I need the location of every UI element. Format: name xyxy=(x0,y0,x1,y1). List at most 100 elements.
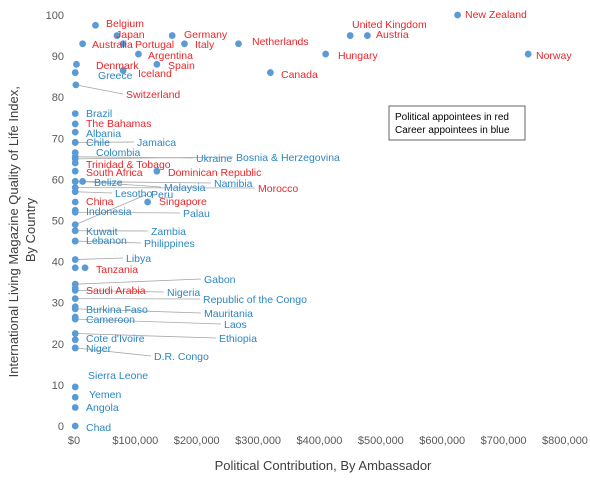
point-label-singapore: Singapore xyxy=(159,196,207,208)
point-label-laos: Laos xyxy=(224,319,247,331)
point-label-new-zealand: New Zealand xyxy=(465,9,527,21)
data-point-hungary xyxy=(322,50,330,58)
y-tick-label: 0 xyxy=(58,421,64,433)
point-label-libya: Libya xyxy=(126,253,151,265)
point-label-ethiopia: Ethiopia xyxy=(219,333,257,345)
data-point-d-r-congo xyxy=(71,344,79,352)
x-tick-label: $200,000 xyxy=(174,435,220,447)
y-tick-label: 70 xyxy=(52,133,64,145)
leader-line-philippines xyxy=(75,240,142,244)
data-point-ethiopia xyxy=(71,330,79,337)
y-axis-label-line-2: By Country xyxy=(23,197,38,262)
y-tick-label: 90 xyxy=(52,51,64,63)
x-axis-ticks: $0 $100,000 $200,000 $300,000 $400,000 $500,0… xyxy=(68,435,588,447)
x-tick-label: $300,000 xyxy=(235,435,281,447)
x-tick-label: $500,000 xyxy=(358,435,404,447)
data-point-south-africa xyxy=(71,167,79,175)
point-label-namibia: Namibia xyxy=(214,178,253,190)
point-label-italy: Italy xyxy=(195,39,215,51)
point-label-netherlands: Netherlands xyxy=(252,36,309,48)
leader-line-libya xyxy=(75,257,124,260)
data-point-palau xyxy=(71,208,79,216)
point-label-niger: Niger xyxy=(86,343,112,355)
leader-line-bosnia-herzegovina xyxy=(75,156,234,160)
data-point-republic-of-the-congo xyxy=(71,295,79,302)
y-axis-label: International Living Magazine Quality of… xyxy=(6,83,38,378)
leader-line-ethiopia xyxy=(75,333,217,339)
point-label-norway: Norway xyxy=(536,50,572,62)
point-label-greece: Greece xyxy=(98,70,133,82)
data-point-singapore xyxy=(144,198,152,206)
data-point-australia xyxy=(79,40,86,48)
y-tick-label: 10 xyxy=(52,380,64,392)
point-label-gabon: Gabon xyxy=(204,274,236,286)
data-point-dominican-republic xyxy=(153,167,161,175)
y-axis-ticks: 0 10 20 30 40 50 60 70 80 90 100 xyxy=(46,10,64,433)
point-label-saudi-arabia: Saudi Arabia xyxy=(86,285,146,297)
data-point-albania xyxy=(71,128,79,136)
data-point-yemen xyxy=(71,393,79,401)
leader-lines xyxy=(75,84,256,357)
point-label-bosnia-herzegovina: Bosnia & Herzegovina xyxy=(236,152,340,164)
data-point-new-zealand xyxy=(454,11,461,19)
data-point-jamaica xyxy=(71,139,79,146)
point-label-austria: Austria xyxy=(376,29,409,41)
point-label-ukraine: Ukraine xyxy=(196,153,232,165)
x-tick-label: $600,000 xyxy=(419,435,465,447)
data-points xyxy=(71,11,532,430)
y-tick-label: 100 xyxy=(46,10,64,22)
leader-line-namibia xyxy=(75,181,212,184)
data-point-japan xyxy=(113,32,121,39)
data-point-lesotho xyxy=(71,188,79,196)
y-tick-label: 50 xyxy=(52,216,64,228)
data-point-china xyxy=(71,198,79,206)
data-point-norway xyxy=(524,50,532,58)
x-tick-label: $100,000 xyxy=(112,435,158,447)
point-label-albania: Albania xyxy=(86,128,121,140)
data-point-chad xyxy=(71,422,79,430)
leader-line-nigeria xyxy=(75,289,165,293)
data-point-tanzania xyxy=(71,264,79,272)
point-label-tanzania: Tanzania xyxy=(96,264,138,276)
leader-line-lesotho xyxy=(75,191,113,194)
point-label-angola: Angola xyxy=(86,402,119,414)
legend-political: Political appointees in red xyxy=(395,112,509,123)
point-label-d-r-congo: D.R. Congo xyxy=(154,351,209,363)
data-point-belgium xyxy=(92,21,99,29)
leader-line-malaysia xyxy=(82,181,162,188)
point-label-belgium: Belgium xyxy=(106,18,144,30)
point-label-peru: Peru xyxy=(151,189,173,201)
point-label-jamaica: Jamaica xyxy=(137,137,176,149)
data-point-argentina xyxy=(135,50,142,58)
legend-career: Career appointees in blue xyxy=(395,125,510,136)
point-label-switzerland: Switzerland xyxy=(126,89,180,101)
data-point-laos xyxy=(71,315,79,323)
x-tick-label: $800,000 xyxy=(542,435,588,447)
x-tick-label: $700,000 xyxy=(481,435,527,447)
data-point-sierra-leone xyxy=(71,383,79,391)
point-label-germany: Germany xyxy=(184,29,228,41)
x-tick-label: $0 xyxy=(68,435,80,447)
leader-line-palau xyxy=(75,211,181,214)
leader-line-gabon xyxy=(75,278,202,285)
data-point xyxy=(81,264,89,272)
data-point-iceland xyxy=(119,67,127,74)
data-point-peru xyxy=(71,221,79,229)
point-label-republic-of-the-congo: Republic of the Congo xyxy=(203,294,307,306)
data-point-libya xyxy=(71,256,79,263)
data-point-philippines xyxy=(71,237,79,245)
point-label-nigeria: Nigeria xyxy=(167,287,200,299)
leader-line-peru xyxy=(75,193,149,225)
point-label-philippines: Philippines xyxy=(144,238,195,250)
data-point-italy xyxy=(181,40,188,48)
data-point-switzerland xyxy=(72,81,80,89)
point-label-morocco: Morocco xyxy=(258,183,298,195)
data-point-zambia xyxy=(71,227,79,235)
data-point-denmark xyxy=(73,60,80,68)
data-point-netherlands xyxy=(235,40,242,48)
point-label-lebanon: Lebanon xyxy=(86,235,127,247)
point-label-china: China xyxy=(86,196,114,208)
point-label-portugal: Portugal xyxy=(135,39,174,51)
point-label-zambia: Zambia xyxy=(151,226,186,238)
